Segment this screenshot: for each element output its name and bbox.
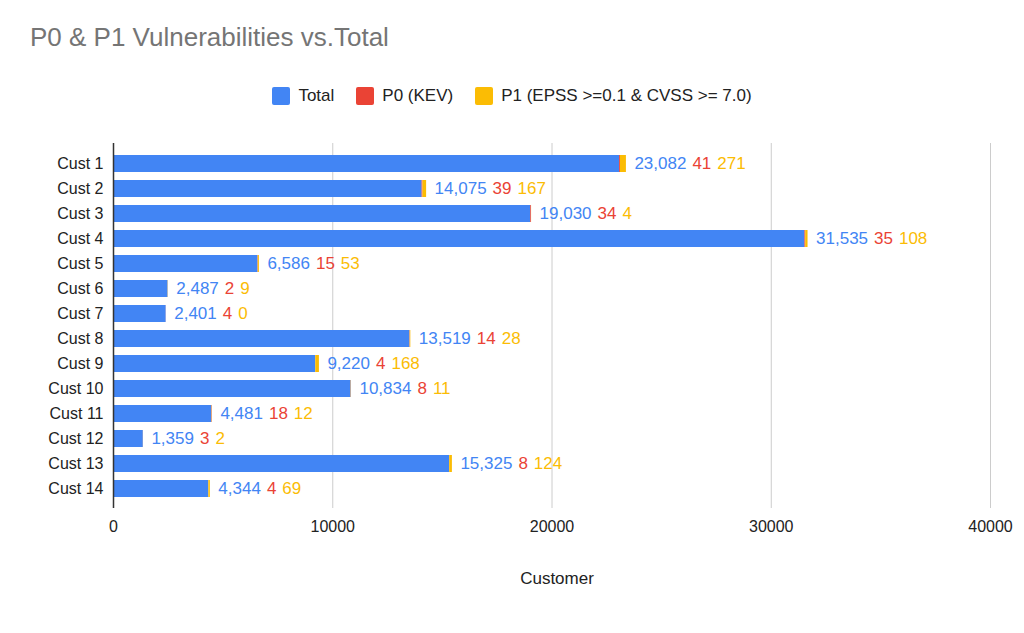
svg-text:9,220: 9,220: [327, 354, 370, 373]
svg-text:40000: 40000: [968, 518, 1013, 535]
svg-text:41: 41: [692, 154, 711, 173]
svg-text:14: 14: [477, 329, 496, 348]
html-text:Total: Total: [298, 86, 335, 105]
svg-text:4: 4: [376, 354, 385, 373]
svg-text:3: 3: [200, 429, 209, 448]
svg-text:53: 53: [341, 254, 360, 273]
svg-text:271: 271: [717, 154, 745, 173]
svg-text:13,519: 13,519: [419, 329, 471, 348]
svg-text:167: 167: [518, 179, 546, 198]
svg-text:0: 0: [238, 304, 247, 323]
html-text:Customer: Customer: [520, 569, 594, 588]
svg-text:124: 124: [534, 454, 562, 473]
svg-text:2,487: 2,487: [176, 279, 219, 298]
html-text:P0 (KEV): P0 (KEV): [382, 86, 454, 105]
svg-text:12: 12: [294, 404, 313, 423]
svg-text:Cust 1: Cust 1: [57, 155, 103, 172]
svg-text:Cust 6: Cust 6: [57, 280, 103, 297]
svg-text:2,401: 2,401: [174, 304, 217, 323]
svg-text:10,834: 10,834: [359, 379, 411, 398]
svg-text:8: 8: [417, 379, 426, 398]
svg-text:19,030: 19,030: [540, 204, 592, 223]
svg-text:Cust 9: Cust 9: [57, 355, 103, 372]
svg-text:1,359: 1,359: [151, 429, 194, 448]
svg-text:4: 4: [223, 304, 232, 323]
svg-text:6,586: 6,586: [267, 254, 310, 273]
html-text:P1 (EPSS >=0.1 & CVSS >= 7.0): P1 (EPSS >=0.1 & CVSS >= 7.0): [501, 86, 752, 105]
svg-text:4: 4: [622, 204, 631, 223]
svg-text:Cust 4: Cust 4: [57, 230, 103, 247]
svg-text:Cust 12: Cust 12: [48, 430, 103, 447]
svg-text:39: 39: [493, 179, 512, 198]
svg-text:Cust 5: Cust 5: [57, 255, 103, 272]
svg-text:0: 0: [109, 518, 118, 535]
svg-text:Cust 7: Cust 7: [57, 305, 103, 322]
svg-text:2: 2: [215, 429, 224, 448]
svg-text:23,082: 23,082: [634, 154, 686, 173]
svg-text:15,325: 15,325: [460, 454, 512, 473]
svg-text:2: 2: [225, 279, 234, 298]
svg-text:31,535: 31,535: [816, 229, 868, 248]
svg-text:69: 69: [282, 479, 301, 498]
svg-text:Cust 10: Cust 10: [48, 380, 103, 397]
svg-text:Cust 14: Cust 14: [48, 480, 103, 497]
svg-text:34: 34: [598, 204, 617, 223]
svg-text:Cust 11: Cust 11: [50, 405, 104, 422]
svg-text:Cust 3: Cust 3: [57, 205, 103, 222]
svg-text:4,481: 4,481: [220, 404, 263, 423]
svg-text:Cust 13: Cust 13: [48, 455, 103, 472]
svg-text:8: 8: [518, 454, 527, 473]
svg-text:28: 28: [502, 329, 521, 348]
svg-text:4,344: 4,344: [218, 479, 261, 498]
svg-text:15: 15: [316, 254, 335, 273]
svg-text:168: 168: [391, 354, 419, 373]
svg-text:35: 35: [874, 229, 893, 248]
svg-text:Cust 8: Cust 8: [57, 330, 103, 347]
svg-text:Cust 2: Cust 2: [57, 180, 103, 197]
svg-text:10000: 10000: [311, 518, 356, 535]
svg-text:18: 18: [269, 404, 288, 423]
svg-text:20000: 20000: [530, 518, 575, 535]
svg-text:30000: 30000: [749, 518, 794, 535]
svg-text:108: 108: [899, 229, 927, 248]
svg-text:9: 9: [240, 279, 249, 298]
svg-text:11: 11: [433, 379, 451, 398]
html-text:P0 & P1 Vulnerabilities vs.Tot: P0 & P1 Vulnerabilities vs.Total: [30, 22, 389, 52]
svg-text:4: 4: [267, 479, 276, 498]
svg-text:14,075: 14,075: [435, 179, 487, 198]
